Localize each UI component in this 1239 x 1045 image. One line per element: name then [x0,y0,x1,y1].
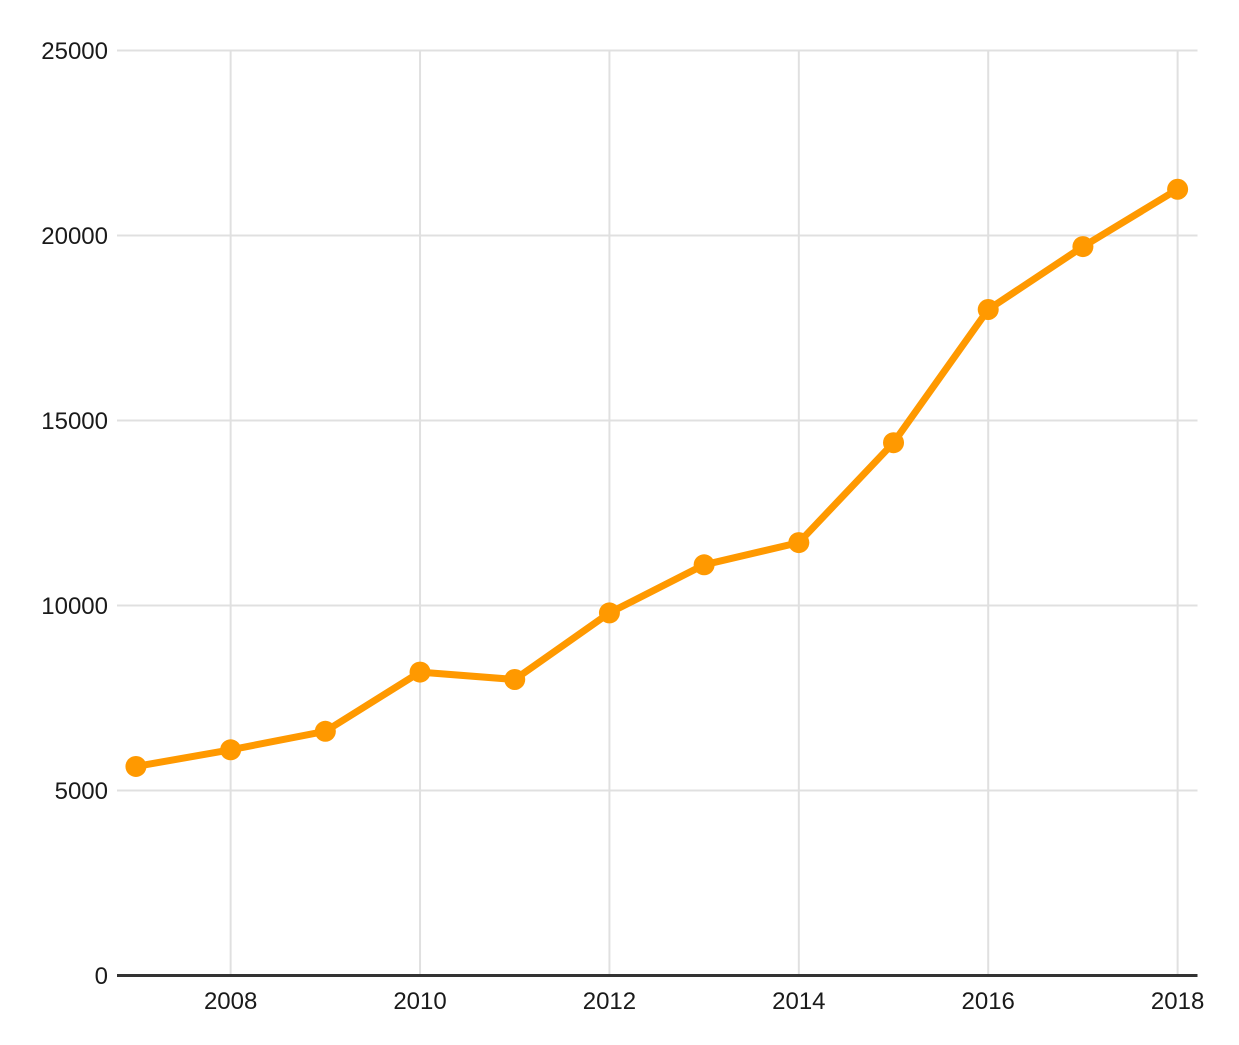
x-tick-label: 2018 [1151,988,1204,1015]
data-point-2014 [788,532,810,554]
data-point-2012 [598,602,620,624]
data-point-2011 [504,669,526,690]
y-tick-label: 10000 [41,593,108,620]
x-tick-label: 2012 [583,988,636,1015]
data-point-2010 [409,661,431,683]
x-tick-label: 2010 [393,988,446,1015]
x-tick-label: 2008 [204,988,257,1015]
data-point-2009 [314,720,336,742]
data-point-2008 [220,739,242,761]
y-tick-label: 25000 [41,38,108,65]
data-point-2016 [977,299,999,320]
data-point-2015 [883,432,905,454]
y-tick-label: 15000 [41,408,108,435]
y-tick-label: 0 [95,963,108,990]
data-point-2017 [1072,236,1094,258]
x-tick-label: 2016 [962,988,1015,1015]
x-tick-label: 2014 [772,988,825,1015]
data-point-2007 [125,755,147,777]
y-tick-label: 5000 [55,778,108,805]
data-point-2013 [693,554,715,576]
y-tick-label: 20000 [41,223,108,250]
series-line [132,185,1182,770]
data-point-2018 [1167,178,1189,200]
